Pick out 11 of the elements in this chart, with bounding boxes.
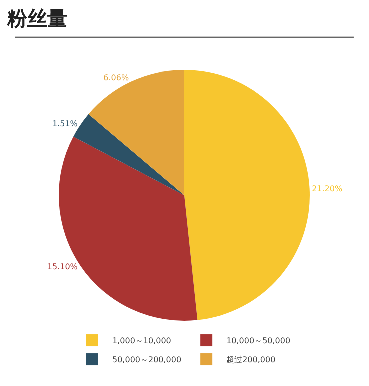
data-label: 15.10% bbox=[47, 262, 78, 272]
pie-slice bbox=[88, 70, 184, 196]
pie-slice bbox=[184, 70, 310, 320]
data-label: 6.06% bbox=[104, 73, 130, 82]
legend-label: 超过200,000 bbox=[226, 356, 276, 365]
legend-label: 10,000～50,000 bbox=[226, 336, 291, 346]
data-label: 1.51% bbox=[52, 119, 78, 128]
chart-title: 粉丝量 bbox=[6, 6, 68, 31]
legend-label: 1,000～10,000 bbox=[112, 336, 172, 346]
legend-label: 50,000～200,000 bbox=[112, 356, 182, 365]
data-label: 21.20% bbox=[312, 184, 343, 194]
